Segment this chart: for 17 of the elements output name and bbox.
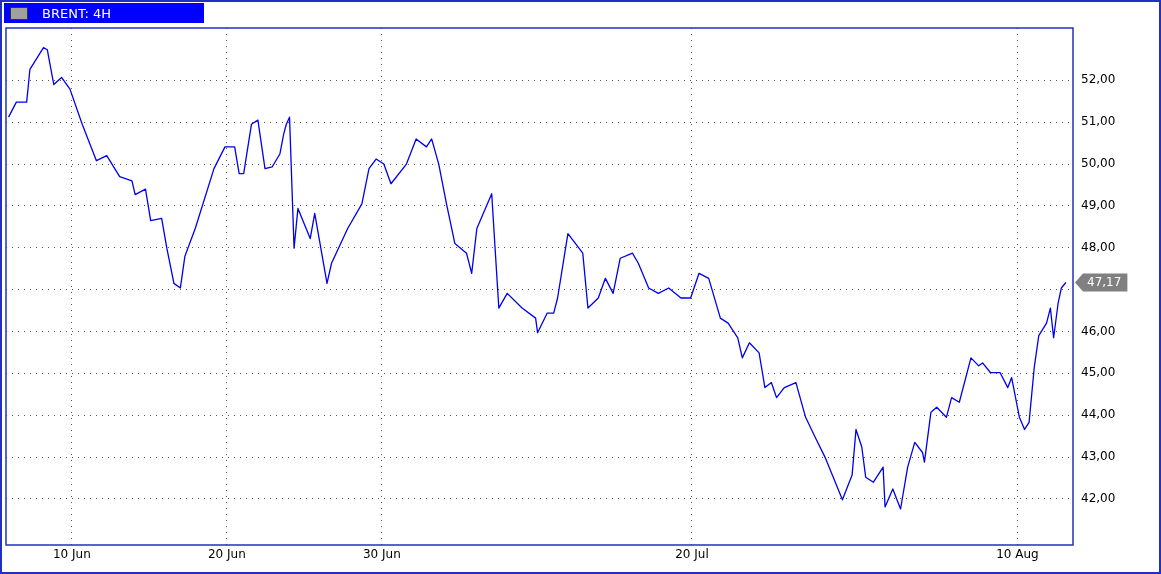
y-tick-label: 42,00 [1081, 491, 1116, 506]
x-tick-label: 30 Jun [362, 547, 401, 562]
text: 47,17 [1087, 274, 1122, 289]
x-tick-label: 20 Jul [675, 547, 709, 562]
y-tick-label: 49,00 [1081, 198, 1116, 213]
y-tick-label: 51,00 [1081, 114, 1116, 129]
chart-title: BRENT: 4H [42, 5, 111, 21]
y-tick-label: 44,00 [1081, 407, 1116, 422]
y-tick-label: 50,00 [1081, 156, 1116, 171]
y-tick-label: 45,00 [1081, 365, 1116, 380]
y-tick-label: 46,00 [1081, 323, 1116, 338]
x-tick-label: 10 Aug [996, 547, 1039, 562]
x-tick-label: 20 Jun [207, 547, 246, 562]
y-tick-label: 48,00 [1081, 239, 1116, 254]
y-tick-label: 52,00 [1081, 72, 1116, 87]
x-tick-label: 10 Jun [52, 547, 91, 562]
y-tick-label: 43,00 [1081, 449, 1116, 464]
